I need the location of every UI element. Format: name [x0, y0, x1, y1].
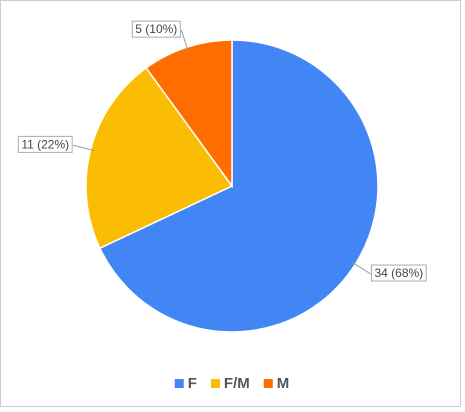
data-label: 34 (68%): [374, 266, 423, 280]
data-label-group: 34 (68%): [370, 264, 427, 282]
data-label-box: [17, 135, 73, 153]
legend-swatch: [174, 379, 184, 388]
legend-text: M: [277, 375, 290, 392]
data-label-group: 11 (22%): [17, 135, 73, 153]
data-label-box: [370, 264, 427, 282]
data-label: 11 (22%): [21, 137, 69, 151]
data-label: 5 (10%): [135, 22, 177, 36]
data-label-box: [131, 20, 181, 38]
legend-swatch: [263, 379, 273, 388]
leader-line: [351, 261, 371, 275]
legend-text: F: [188, 375, 197, 392]
leader-line: [180, 29, 189, 52]
data-label-group: 5 (10%): [131, 20, 181, 38]
leader-line: [73, 144, 95, 152]
legend-text: F/M: [224, 375, 250, 392]
legend-swatch: [210, 379, 220, 388]
